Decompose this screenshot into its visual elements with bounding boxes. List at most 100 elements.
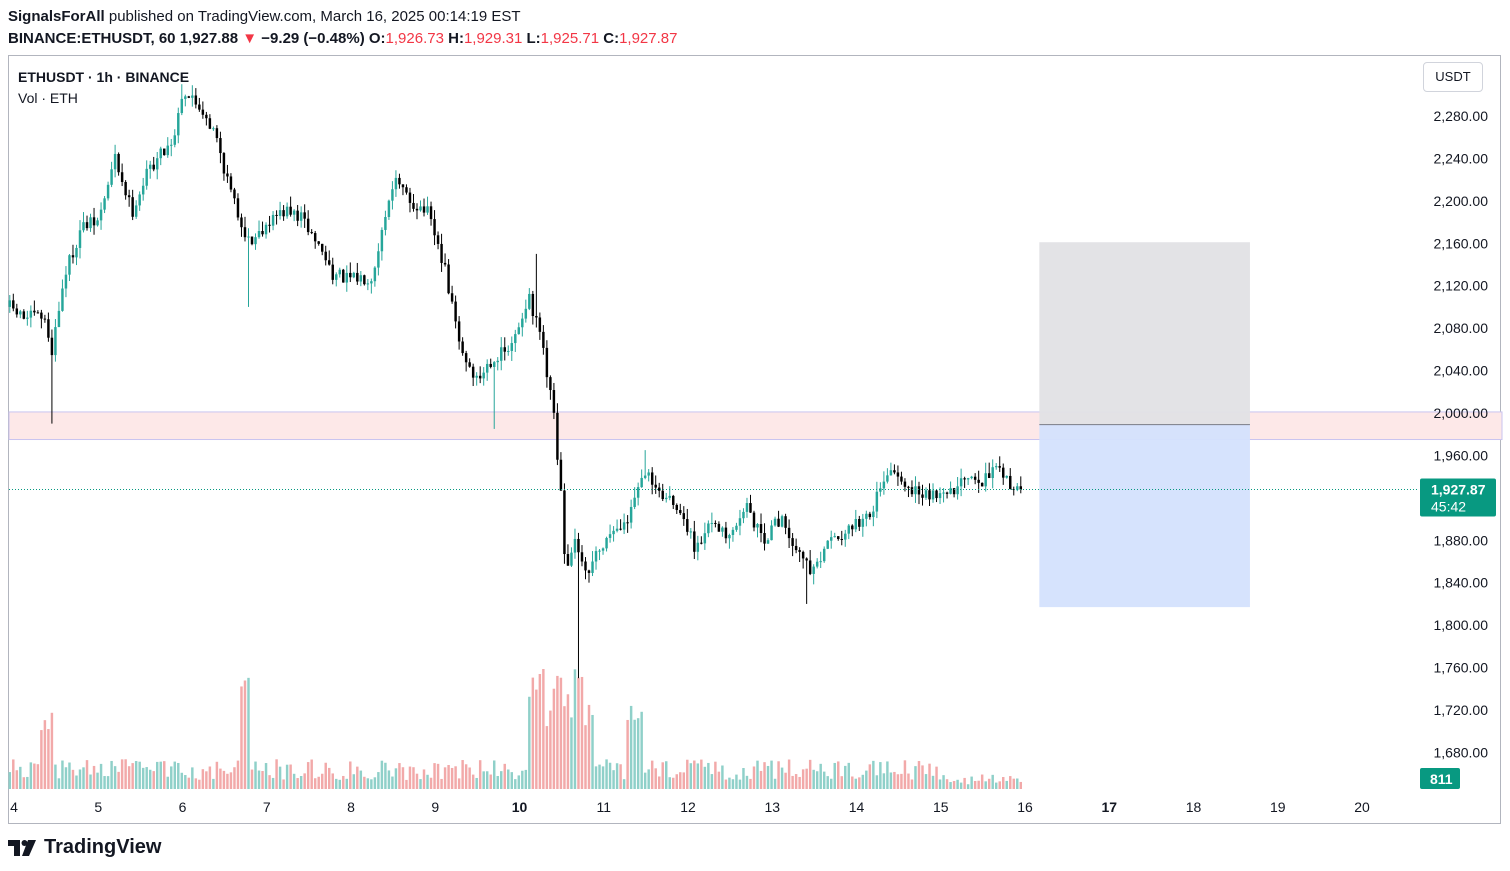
candle-body (791, 538, 794, 546)
candle-body (970, 476, 973, 479)
volume-bar (1016, 778, 1019, 789)
volume-badge (1420, 768, 1460, 789)
candle-body (198, 104, 201, 110)
volume-bar (896, 774, 900, 789)
candle-body (485, 363, 489, 373)
candle-body (984, 473, 987, 487)
volume-bar (556, 675, 559, 789)
candle-body (872, 511, 875, 518)
candle-body (250, 236, 254, 245)
volume-bar (591, 714, 594, 789)
candle-body (1005, 475, 1008, 478)
y-tick-label: 2,160.00 (1434, 235, 1489, 251)
candle-body (865, 513, 868, 519)
volume-bar (629, 705, 633, 789)
volume-bar (215, 761, 219, 789)
candle-body (489, 363, 492, 367)
author-name[interactable]: SignalsForAll (8, 8, 105, 25)
volume-bar (584, 725, 587, 789)
candle-body (893, 470, 896, 473)
legend-symbol[interactable]: ETHUSDT · 1h · BINANCE (18, 69, 190, 85)
candle-body (405, 187, 408, 193)
volume-bar (78, 769, 82, 789)
candle-body (320, 243, 324, 252)
candle-body (945, 492, 949, 494)
volume-bar (296, 778, 299, 789)
candle-body (359, 275, 363, 282)
volume-bar (819, 763, 822, 789)
candle-body (233, 189, 236, 199)
candle-body (928, 490, 931, 500)
candle-body (763, 533, 766, 544)
volume-bar (745, 775, 749, 789)
volume-bar (500, 771, 503, 789)
candle-body (622, 522, 626, 530)
candle-body (742, 511, 745, 519)
volume-bar (538, 674, 542, 789)
candle-body (650, 472, 654, 485)
candle-body (278, 210, 282, 216)
candle-body (601, 548, 605, 551)
volume-bar (707, 762, 710, 789)
volume-bar (173, 761, 177, 789)
volume-bar (328, 767, 331, 789)
candle-body (440, 243, 443, 263)
volume-bar (205, 771, 208, 789)
candle-body (801, 551, 805, 559)
volume-bar (1002, 777, 1005, 789)
volume-bar (594, 766, 598, 789)
tradingview-logo[interactable]: TradingView (8, 836, 161, 859)
candle-body (412, 202, 415, 209)
candle-body (194, 95, 198, 105)
volume-bar (212, 778, 215, 789)
volume-bar (450, 767, 454, 789)
last-price: 1,927.88 (179, 30, 239, 47)
x-tick-label: 11 (596, 799, 611, 815)
legend-volume[interactable]: Vol · ETH (18, 90, 78, 106)
stop-loss-zone (1039, 242, 1250, 425)
volume-bar (229, 772, 233, 789)
volume-bar (113, 766, 117, 789)
candle-body (514, 334, 517, 344)
candle-body (787, 527, 791, 539)
candle-body (531, 293, 535, 317)
volume-bar (26, 776, 29, 789)
candle-body (120, 172, 124, 182)
volume-bar (447, 765, 450, 789)
candle-body (594, 551, 598, 562)
candle-body (510, 343, 514, 351)
candle-body (415, 208, 419, 211)
volume-bar (219, 768, 222, 789)
volume-bar (907, 773, 910, 789)
volume-bar (724, 779, 728, 789)
volume-bar (285, 764, 289, 789)
candle-body (257, 230, 261, 238)
candle-body (679, 510, 682, 514)
candle-body (542, 331, 545, 348)
candle-body (907, 486, 910, 488)
y-tick-label: 1,880.00 (1434, 532, 1489, 548)
support-zone (8, 411, 1503, 441)
x-tick-label: 8 (347, 799, 355, 815)
take-profit-zone (1039, 424, 1250, 608)
volume-bar (826, 776, 829, 789)
candle-body (573, 538, 577, 553)
volume-bar (921, 765, 924, 789)
candle-body (377, 251, 380, 268)
candle-body (591, 561, 594, 573)
candle-body (127, 195, 131, 198)
candle-body (1002, 467, 1005, 478)
currency-button[interactable]: USDT (1423, 62, 1483, 92)
candle-body (889, 470, 893, 476)
candle-body (917, 486, 921, 495)
candle-body (777, 518, 780, 527)
volume-bar (89, 774, 92, 789)
x-tick-label: 4 (10, 799, 18, 815)
volume-bar (991, 774, 994, 789)
volume-bar (419, 779, 422, 789)
candle-body (166, 145, 169, 156)
volume-bar (356, 766, 359, 789)
volume-bar (303, 773, 306, 789)
volume-bar (889, 772, 893, 789)
